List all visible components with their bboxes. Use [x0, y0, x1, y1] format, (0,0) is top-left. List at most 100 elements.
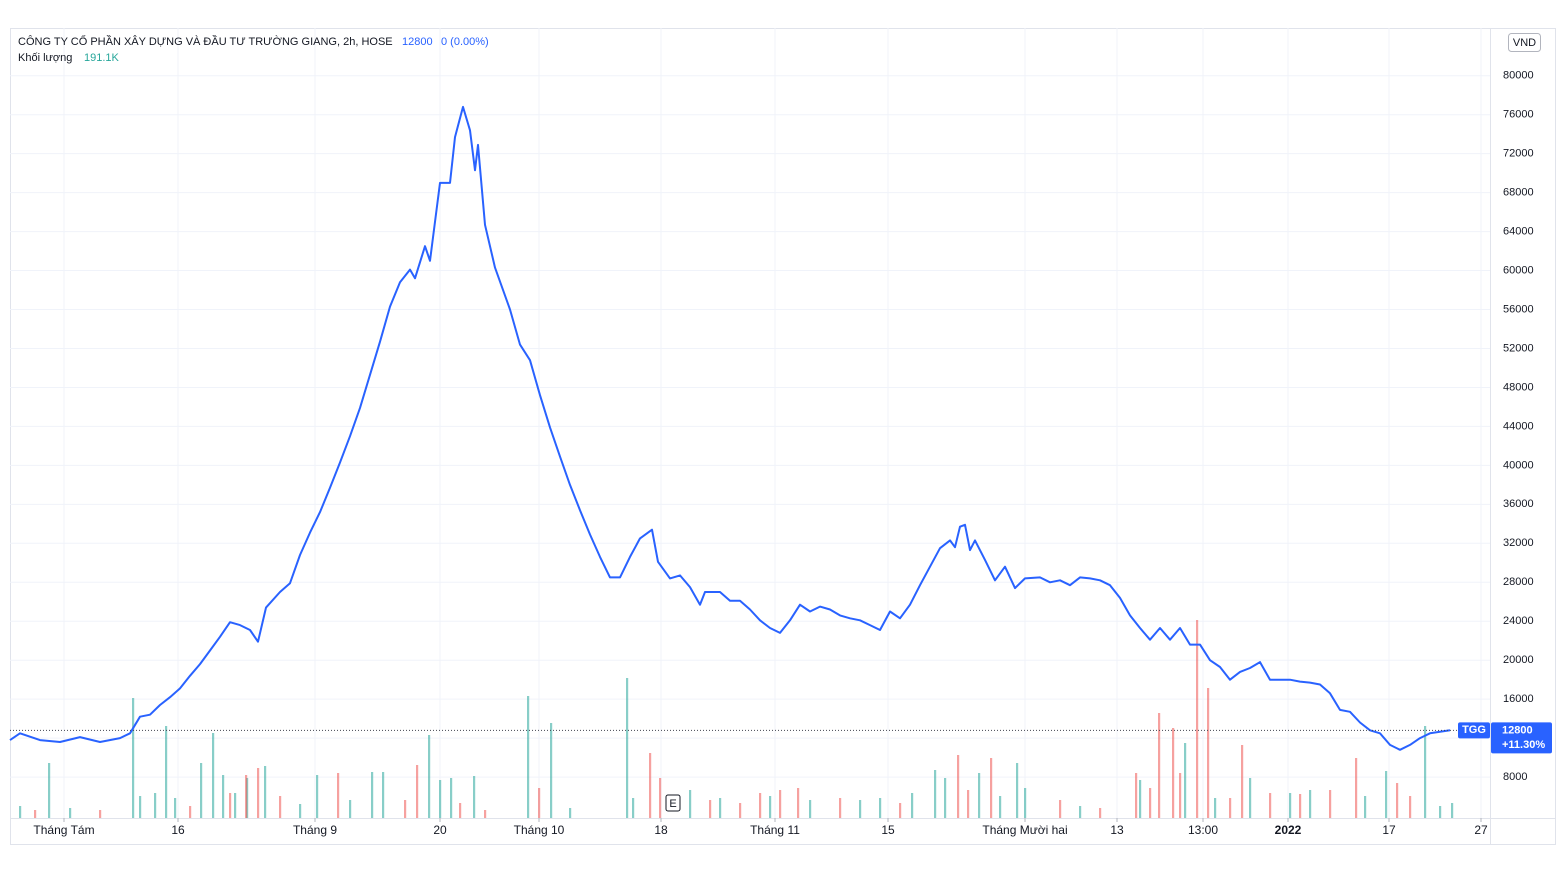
x-tick-label: Tháng 10	[514, 823, 565, 837]
volume-bar	[1409, 796, 1412, 818]
x-tick-label: 17	[1382, 823, 1396, 837]
volume-bar	[1299, 794, 1302, 818]
volume-bar	[1385, 771, 1388, 818]
volume-bar	[1269, 793, 1272, 818]
volume-bar	[212, 733, 215, 818]
volume-bar	[69, 808, 72, 818]
x-tick-label: 15	[881, 823, 895, 837]
y-tick-label: 52000	[1503, 342, 1534, 354]
volume-bar	[428, 735, 431, 818]
volume-bar	[222, 775, 225, 818]
volume-bar	[234, 793, 237, 818]
y-tick-label: 72000	[1503, 148, 1534, 160]
volume-bar	[99, 810, 102, 818]
header-price: 12800	[402, 36, 433, 48]
volume-bar	[839, 798, 842, 818]
volume-bar	[279, 796, 282, 818]
volume-bar	[189, 806, 192, 818]
symbol-tag	[1458, 722, 1490, 739]
volume-bar	[569, 808, 572, 818]
y-tick-label: 28000	[1503, 576, 1534, 588]
volume-bar	[649, 753, 652, 818]
y-tick-label: 20000	[1503, 654, 1534, 666]
volume-bar	[371, 772, 374, 818]
volume-bar	[1451, 803, 1454, 818]
volume-bar	[944, 778, 947, 818]
volume-bar	[382, 772, 385, 818]
volume-bar	[337, 773, 340, 818]
volume-bar	[1241, 745, 1244, 818]
volume-bar	[229, 793, 232, 818]
volume-bar	[934, 770, 937, 818]
volume-bar	[245, 775, 248, 818]
x-tick-label: 20	[433, 823, 447, 837]
y-tick-label: 68000	[1503, 187, 1534, 199]
volume-bar	[439, 780, 442, 818]
volume-bar	[1329, 790, 1332, 818]
volume-bar	[19, 806, 22, 818]
volume-bar	[257, 768, 260, 818]
x-tick-label: 27	[1474, 823, 1488, 837]
volume-bar	[1355, 758, 1358, 818]
event-marker[interactable]: E	[665, 794, 681, 812]
event-label: E	[669, 798, 676, 810]
y-tick-label: 80000	[1503, 70, 1534, 82]
x-tick-label: Tháng 9	[293, 823, 337, 837]
x-tick-label: 13:00	[1188, 823, 1218, 837]
volume-bar	[1424, 726, 1427, 818]
volume-bar	[769, 796, 772, 818]
symbol-label: TGG	[1462, 724, 1486, 736]
price-tag	[1491, 722, 1552, 754]
volume-bar	[139, 796, 142, 818]
volume-bar	[1196, 620, 1199, 818]
volume-bar	[48, 763, 51, 818]
volume-bar	[1179, 773, 1182, 818]
header-change: 0 (0.00%)	[441, 36, 489, 48]
volume-bar	[450, 778, 453, 818]
price-tag-change: +11.30%	[1502, 739, 1545, 751]
currency-label[interactable]: VND	[1513, 37, 1536, 49]
volume-bar	[459, 803, 462, 818]
y-tick-label: 32000	[1503, 537, 1534, 549]
volume-bar	[538, 788, 541, 818]
currency-button[interactable]	[1508, 33, 1541, 52]
x-tick-label: Tháng 11	[750, 823, 800, 837]
volume-bar	[797, 788, 800, 818]
volume-bar	[416, 765, 419, 818]
volume-bar	[1364, 796, 1367, 818]
volume-bar	[349, 800, 352, 818]
volume-bar	[1289, 793, 1292, 818]
volume-bar	[1249, 778, 1252, 818]
volume-bar	[1207, 688, 1210, 818]
chart-title: CÔNG TY CỔ PHẦN XÂY DỰNG VÀ ĐẦU TƯ TRƯỜN…	[18, 35, 393, 48]
volume-bar	[473, 776, 476, 818]
volume-bar	[689, 790, 692, 818]
volume-pane	[19, 620, 1454, 818]
volume-bar	[1079, 806, 1082, 818]
volume-bar	[165, 726, 168, 818]
volume-bar	[626, 678, 629, 818]
volume-bar	[759, 793, 762, 818]
price-line	[9, 105, 1451, 751]
volume-bar	[316, 775, 319, 818]
volume-bar	[957, 755, 960, 818]
volume-bar	[1184, 743, 1187, 818]
volume-bar	[1139, 780, 1142, 818]
volume-bar	[978, 773, 981, 818]
volume-bar	[1158, 713, 1161, 818]
volume-bar	[1229, 798, 1232, 818]
y-tick-label: 36000	[1503, 498, 1534, 510]
volume-bar	[1309, 790, 1312, 818]
volume-bar	[132, 698, 135, 818]
volume-bar	[264, 766, 267, 818]
volume-bar	[1099, 808, 1102, 818]
x-tick-label: 2022	[1275, 823, 1302, 837]
volume-bar	[879, 798, 882, 818]
volume-bar	[659, 778, 662, 818]
y-tick-label: 40000	[1503, 459, 1534, 471]
volume-bar	[1172, 728, 1175, 818]
volume-bar	[1059, 800, 1062, 818]
x-tick-label: Tháng Mười hai	[982, 823, 1067, 837]
volume-bar	[200, 763, 203, 818]
